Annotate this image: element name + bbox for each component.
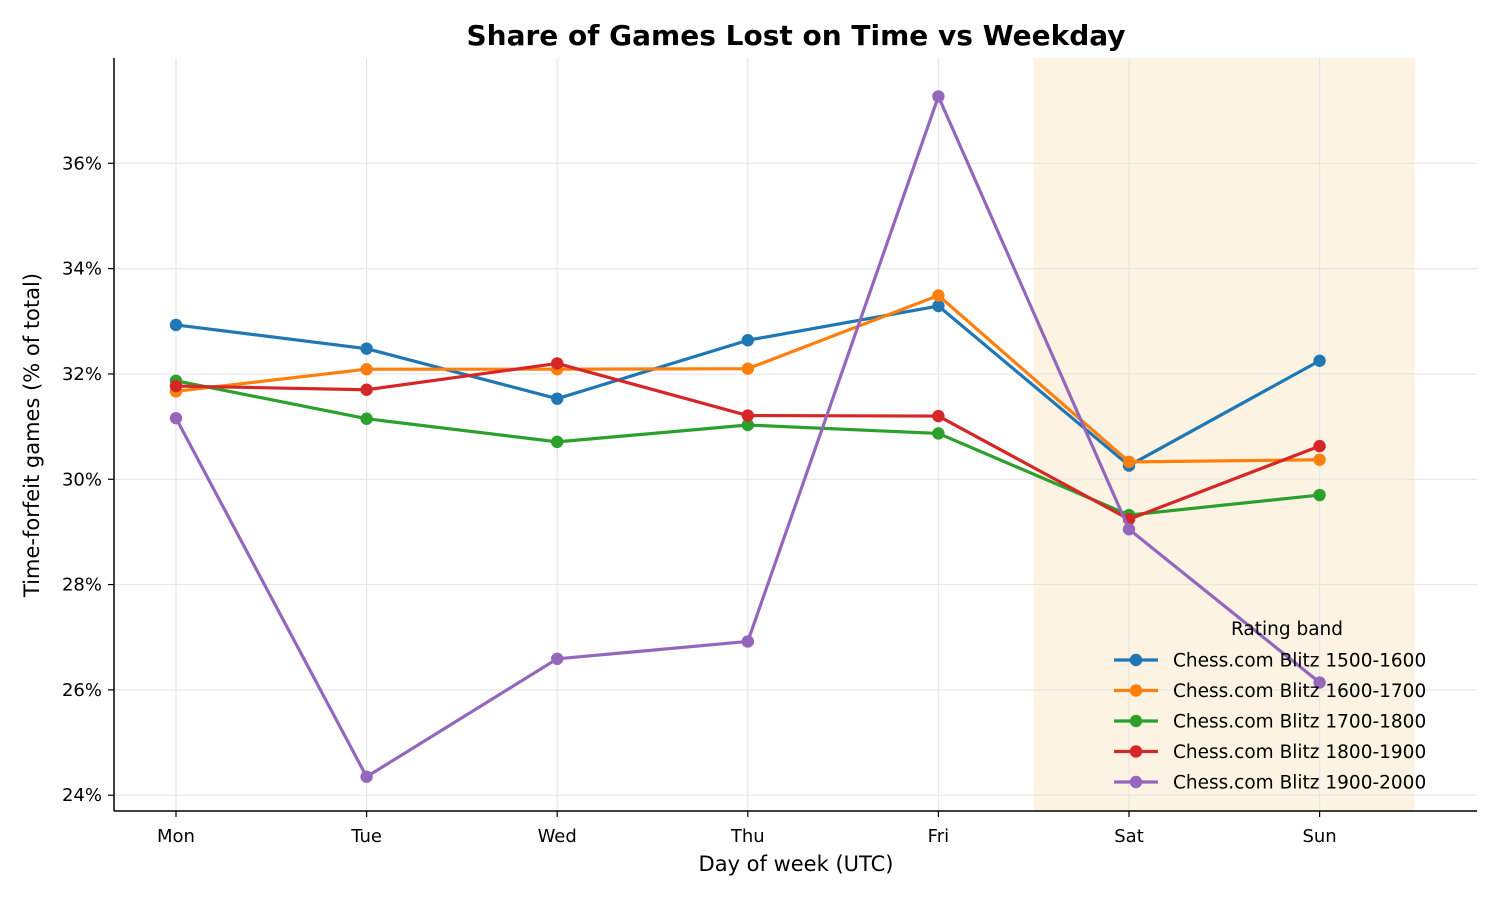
legend-title: Rating band xyxy=(1231,619,1343,640)
series-4 xyxy=(169,357,1326,526)
data-point xyxy=(360,383,373,396)
legend-label: Chess.com Blitz 1700-1800 xyxy=(1173,712,1426,733)
data-point xyxy=(360,363,373,376)
data-point xyxy=(1122,523,1136,536)
data-point xyxy=(551,435,564,449)
data-point xyxy=(932,409,945,423)
data-point xyxy=(741,635,754,648)
y-tick-label: 24% xyxy=(62,785,102,806)
data-point xyxy=(1313,676,1326,689)
data-point xyxy=(1313,439,1326,453)
x-tick-label: Thu xyxy=(730,826,765,847)
legend-swatch-marker xyxy=(1129,714,1143,728)
legend-label: Chess.com Blitz 1800-1900 xyxy=(1173,742,1426,763)
data-point xyxy=(932,427,945,440)
legend-entry: Chess.com Blitz 1700-1800 xyxy=(1114,712,1426,733)
y-tick-label: 26% xyxy=(62,680,102,701)
data-point xyxy=(741,409,754,422)
x-tick-label: Sun xyxy=(1302,826,1336,847)
legend-swatch-marker xyxy=(1129,775,1143,789)
x-tick-label: Wed xyxy=(538,826,577,847)
data-point xyxy=(169,379,183,393)
legend-entry: Chess.com Blitz 1800-1900 xyxy=(1114,742,1426,763)
y-tick-label: 30% xyxy=(62,469,102,490)
legend-swatch-marker xyxy=(1129,653,1143,667)
chart-title: Share of Games Lost on Time vs Weekday xyxy=(466,19,1125,52)
legend: Rating band Chess.com Blitz 1500-1600 Ches… xyxy=(1114,619,1426,794)
data-point xyxy=(551,652,564,666)
legend-swatch-marker xyxy=(1129,684,1143,697)
data-point xyxy=(360,412,373,425)
data-point xyxy=(551,357,564,370)
grid xyxy=(114,58,1477,811)
data-point xyxy=(1313,354,1326,367)
data-point xyxy=(932,299,945,313)
data-point xyxy=(360,770,373,783)
legend-swatch-marker xyxy=(1129,745,1143,758)
data-point xyxy=(741,418,754,432)
data-point xyxy=(169,411,183,425)
series-layer xyxy=(169,90,1326,783)
x-axis-label: Day of week (UTC) xyxy=(699,852,894,876)
data-point xyxy=(1122,455,1136,469)
data-point xyxy=(169,318,183,332)
data-point xyxy=(741,334,754,347)
y-tick-label: 36% xyxy=(62,153,102,174)
data-point xyxy=(932,289,945,302)
series-5 xyxy=(169,90,1326,783)
axes: Mon Tue Wed Thu Fri Sat Sun 24% 26% 28% 30% 32% 34% 3… xyxy=(62,58,1477,847)
data-point xyxy=(741,362,754,375)
data-point xyxy=(1313,488,1326,502)
y-tick-label: 32% xyxy=(62,364,102,385)
x-tick-label: Sat xyxy=(1114,826,1144,847)
data-point xyxy=(360,342,373,355)
data-point xyxy=(1313,453,1326,466)
data-point xyxy=(932,90,945,103)
x-tick-label: Mon xyxy=(157,826,195,847)
legend-entry: Chess.com Blitz 1600-1700 xyxy=(1114,681,1426,702)
y-axis-label: Time-forfeit games (% of total) xyxy=(20,273,44,598)
y-tick-label: 34% xyxy=(62,259,102,280)
legend-entry: Chess.com Blitz 1900-2000 xyxy=(1114,773,1426,794)
x-tick-label: Tue xyxy=(350,826,382,847)
data-point xyxy=(551,392,564,405)
legend-label: Chess.com Blitz 1600-1700 xyxy=(1173,681,1426,702)
legend-label: Chess.com Blitz 1500-1600 xyxy=(1173,651,1426,672)
y-tick-label: 28% xyxy=(62,575,102,596)
legend-label: Chess.com Blitz 1900-2000 xyxy=(1173,773,1426,794)
x-tick-label: Fri xyxy=(928,826,949,847)
legend-entry: Chess.com Blitz 1500-1600 xyxy=(1114,651,1426,672)
